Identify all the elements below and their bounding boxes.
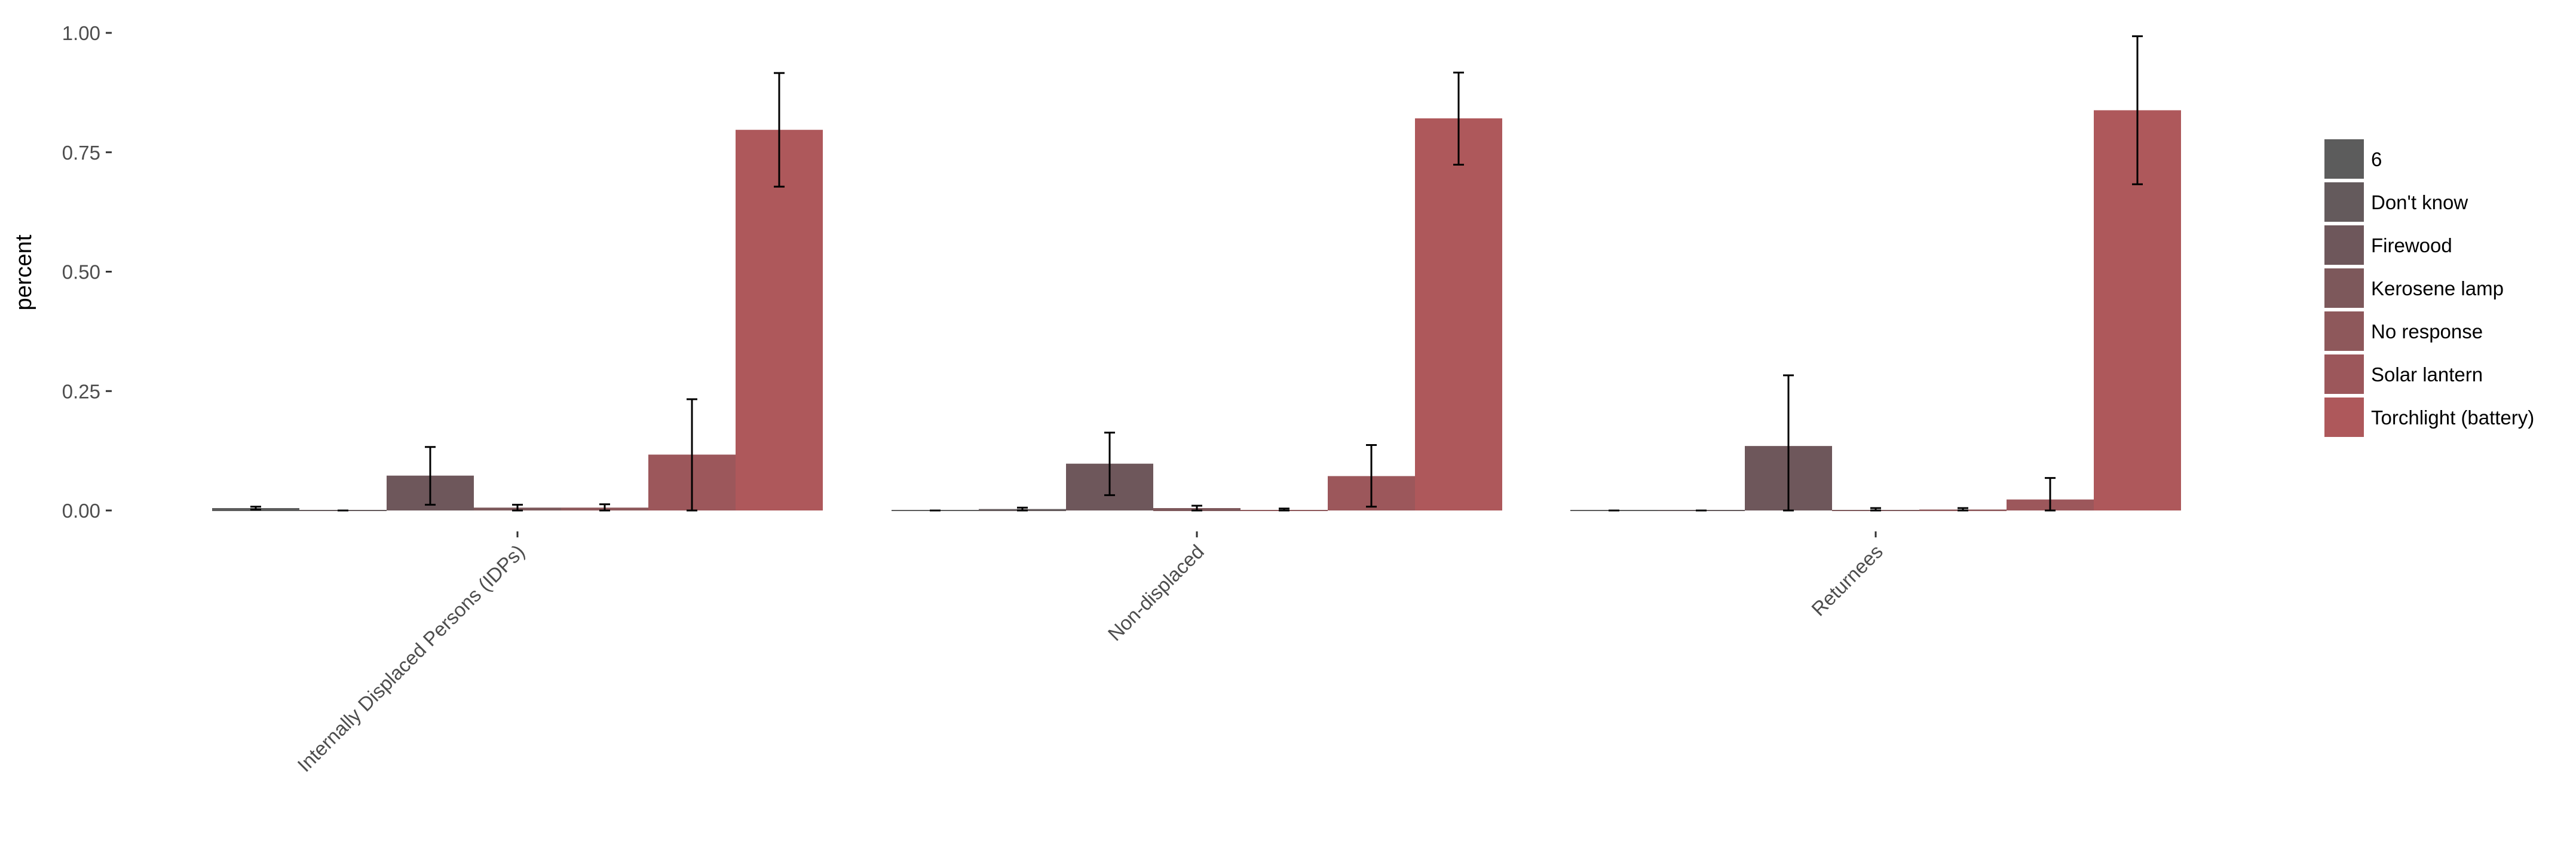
error-bar bbox=[774, 72, 785, 188]
legend-item: Don't know bbox=[2324, 182, 2468, 222]
legend-item: No response bbox=[2324, 311, 2483, 351]
error-bar bbox=[425, 446, 436, 506]
error-bar bbox=[1783, 374, 1794, 512]
legend-item: Kerosene lamp bbox=[2324, 268, 2504, 308]
legend-swatch bbox=[2324, 311, 2364, 351]
error-bar bbox=[512, 503, 523, 512]
x-tick-label: Returnees bbox=[1807, 540, 1887, 620]
y-tick-label: 1.00 bbox=[62, 22, 100, 44]
bar bbox=[736, 130, 823, 510]
error-bar bbox=[687, 398, 697, 512]
legend-label: Torchlight (battery) bbox=[2371, 406, 2534, 429]
legend-swatch bbox=[2324, 268, 2364, 308]
error-bar bbox=[1191, 505, 1202, 512]
legend: 6 Don't know Firewood Kerosene lamp No respo… bbox=[2324, 139, 2534, 437]
legend-swatch bbox=[2324, 182, 2364, 222]
legend-label: Don't know bbox=[2371, 191, 2468, 213]
error-bar bbox=[1366, 444, 1377, 508]
y-tick-label: 0.25 bbox=[62, 380, 100, 402]
legend-item: Torchlight (battery) bbox=[2324, 398, 2534, 437]
legend-item: 6 bbox=[2324, 139, 2382, 179]
legend-label: 6 bbox=[2371, 148, 2382, 170]
error-bar bbox=[2045, 477, 2056, 512]
legend-item: Firewood bbox=[2324, 225, 2452, 265]
legend-swatch bbox=[2324, 398, 2364, 437]
x-axis: Internally Displaced Persons (IDPs) Non-d… bbox=[293, 531, 1887, 776]
error-bar bbox=[1104, 432, 1115, 496]
legend-swatch bbox=[2324, 139, 2364, 179]
error-bar bbox=[1017, 506, 1028, 512]
error-bar bbox=[1958, 507, 1968, 512]
legend-swatch bbox=[2324, 354, 2364, 394]
error-bars-layer bbox=[250, 35, 2143, 512]
legend-label: Firewood bbox=[2371, 234, 2452, 256]
error-bar bbox=[250, 506, 261, 510]
bar bbox=[1415, 118, 1502, 510]
y-tick-label: 0.00 bbox=[62, 500, 100, 522]
legend-swatch bbox=[2324, 225, 2364, 265]
y-tick-label: 0.75 bbox=[62, 142, 100, 164]
error-bar bbox=[1279, 507, 1289, 512]
bars-layer bbox=[212, 110, 2181, 511]
x-tick-label: Non-displaced bbox=[1104, 540, 1208, 645]
y-tick-label: 0.50 bbox=[62, 261, 100, 283]
error-bar bbox=[599, 503, 610, 512]
error-bar bbox=[2132, 35, 2143, 185]
x-tick-label: Internally Displaced Persons (IDPs) bbox=[293, 540, 528, 776]
error-bar bbox=[1870, 507, 1881, 512]
error-bar bbox=[1453, 71, 1464, 166]
legend-item: Solar lantern bbox=[2324, 354, 2483, 394]
legend-label: Solar lantern bbox=[2371, 363, 2483, 386]
legend-label: Kerosene lamp bbox=[2371, 277, 2504, 299]
y-axis-label: percent bbox=[11, 234, 36, 310]
legend-label: No response bbox=[2371, 320, 2483, 343]
y-axis: 0.00 0.25 0.50 0.75 1.00 bbox=[62, 22, 112, 522]
